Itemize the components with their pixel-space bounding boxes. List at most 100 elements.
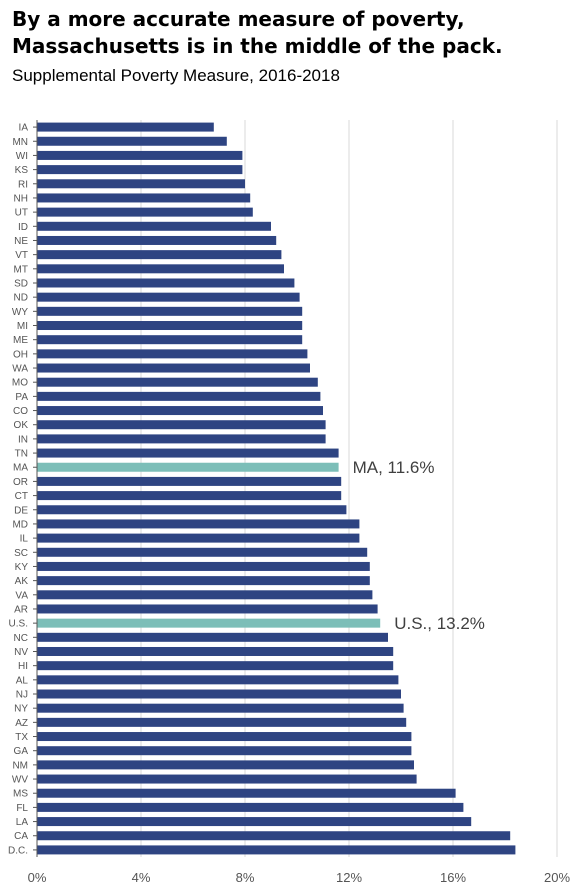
category-label: MI	[17, 321, 28, 332]
annotations: MA, 11.6% U.S., 13.2%	[353, 458, 485, 633]
bar-ia	[37, 122, 214, 132]
bar-tx	[37, 732, 412, 742]
bar-va	[37, 590, 373, 600]
category-label: LA	[16, 817, 29, 828]
category-label: FL	[16, 803, 28, 814]
category-label: NV	[14, 647, 28, 658]
category-label: UT	[15, 208, 28, 219]
bar-wi	[37, 150, 243, 160]
bar-mt	[37, 264, 284, 274]
x-tick-label: 16%	[440, 870, 466, 885]
bar-wy	[37, 306, 303, 316]
category-label: NH	[14, 193, 28, 204]
bar-ks	[37, 165, 243, 175]
bar-hi	[37, 661, 394, 671]
bar-ct	[37, 491, 342, 501]
category-label: IA	[19, 123, 29, 134]
bar-de	[37, 505, 347, 515]
category-label: AR	[14, 604, 28, 615]
category-label: MD	[12, 519, 28, 530]
bar-ak	[37, 576, 370, 586]
category-label: IL	[20, 534, 29, 545]
chart-subtitle: Supplemental Poverty Measure, 2016-2018	[12, 66, 340, 85]
category-label: NJ	[16, 690, 28, 701]
x-tick-label: 4%	[132, 870, 151, 885]
category-label: WA	[12, 364, 28, 375]
category-label: PA	[15, 392, 28, 403]
category-label: OK	[14, 420, 29, 431]
bar-nj	[37, 689, 401, 699]
category-label: CO	[13, 406, 28, 417]
category-label: IN	[18, 434, 28, 445]
bar-co	[37, 406, 323, 416]
bar-in	[37, 434, 326, 444]
bar-pa	[37, 391, 321, 401]
category-label: KS	[15, 165, 29, 176]
category-label: U.S.	[9, 619, 28, 630]
category-label: NM	[12, 760, 28, 771]
bar-la	[37, 817, 472, 827]
category-label: GA	[14, 746, 29, 757]
bar-ga	[37, 746, 412, 756]
bar-mn	[37, 136, 227, 146]
category-label: CT	[15, 491, 28, 502]
annotation-label: U.S., 13.2%	[394, 614, 485, 633]
bar-ne	[37, 235, 277, 245]
category-label: HI	[18, 661, 28, 672]
category-label: MO	[12, 378, 28, 389]
category-label: KY	[15, 562, 29, 573]
bar-ms	[37, 788, 456, 798]
bar-me	[37, 335, 303, 345]
x-tick-label: 12%	[336, 870, 362, 885]
x-tick-label: 8%	[236, 870, 255, 885]
category-label: ND	[14, 293, 28, 304]
category-label: MT	[14, 264, 28, 275]
bar-ma	[37, 462, 339, 472]
bar-ok	[37, 420, 326, 430]
category-label: SD	[14, 278, 28, 289]
bar-id	[37, 221, 271, 231]
category-label: OR	[13, 477, 28, 488]
category-label: WV	[12, 775, 28, 786]
bar-az	[37, 717, 407, 727]
category-label: SC	[14, 548, 28, 559]
category-label: DE	[14, 505, 28, 516]
category-label: WI	[16, 151, 28, 162]
bar-ca	[37, 831, 511, 841]
category-label: AK	[15, 576, 29, 587]
bar-wa	[37, 363, 310, 373]
annotation-label: MA, 11.6%	[353, 458, 435, 477]
category-labels: IA MN WI KS RI NH UT ID NE VT MT SD ND WY MI ME OH WA MO PA…	[8, 123, 37, 856]
category-label: AZ	[15, 718, 28, 729]
bar-wv	[37, 774, 417, 784]
x-tick-labels: 0% 4% 8% 12% 16% 20%	[28, 870, 571, 885]
category-label: NE	[14, 236, 28, 247]
bars	[37, 122, 516, 855]
category-label: CA	[14, 831, 28, 842]
bar-sd	[37, 278, 295, 288]
category-label: OH	[13, 349, 28, 360]
bar-or	[37, 476, 342, 486]
x-tick-label: 0%	[28, 870, 47, 885]
category-label: MS	[13, 789, 28, 800]
category-label: MN	[12, 137, 28, 148]
category-label: RI	[18, 179, 28, 190]
category-label: VA	[15, 590, 28, 601]
category-label: TN	[15, 449, 28, 460]
bar-nh	[37, 193, 251, 203]
category-label: D.C.	[8, 845, 28, 856]
bar-us	[37, 618, 381, 628]
bar-nv	[37, 646, 394, 656]
chart-title: By a more accurate measure of poverty, M…	[12, 7, 503, 58]
bar-ny	[37, 703, 404, 713]
bar-vt	[37, 250, 282, 260]
bar-nm	[37, 760, 414, 770]
bar-dc	[37, 845, 516, 855]
bar-md	[37, 519, 360, 529]
category-label: MA	[13, 463, 28, 474]
bar-ky	[37, 561, 370, 571]
bar-ri	[37, 179, 245, 189]
category-label: VT	[15, 250, 28, 261]
bar-mo	[37, 377, 318, 387]
